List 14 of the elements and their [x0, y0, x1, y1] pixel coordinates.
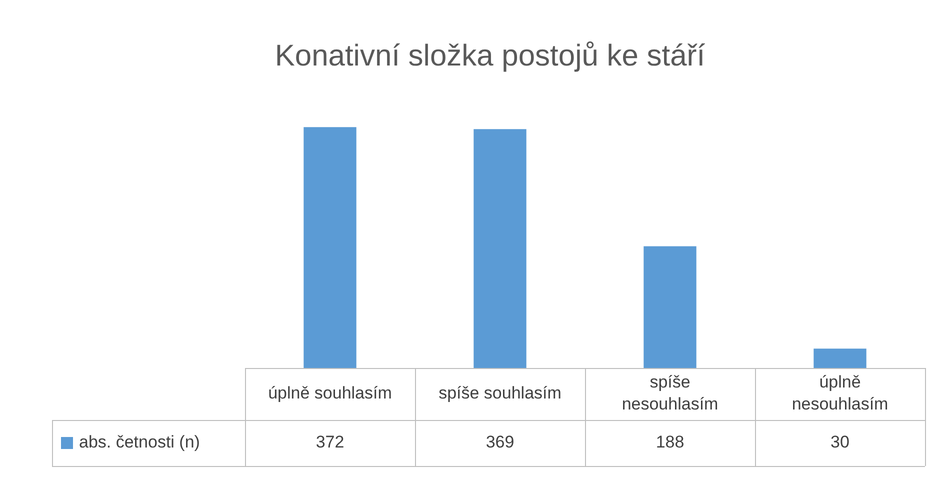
x-tick-label: úplně souhlasím [268, 384, 392, 403]
x-tick-label: spíše souhlasím [438, 384, 562, 403]
x-tick-label: úplně nesouhlasím [792, 372, 888, 414]
bar [474, 129, 526, 368]
data-label: 372 [316, 432, 344, 452]
data-label: 30 [830, 432, 850, 452]
x-tick-label: spíše nesouhlasím [622, 372, 718, 414]
chart-title: Konativní složka postojů ke stáří [274, 39, 706, 72]
data-label: 369 [486, 432, 514, 452]
legend-label: abs. četnosti (n) [79, 432, 200, 452]
bar [644, 246, 696, 368]
bar [304, 127, 356, 368]
bar [814, 348, 866, 368]
data-label: 188 [656, 432, 684, 452]
